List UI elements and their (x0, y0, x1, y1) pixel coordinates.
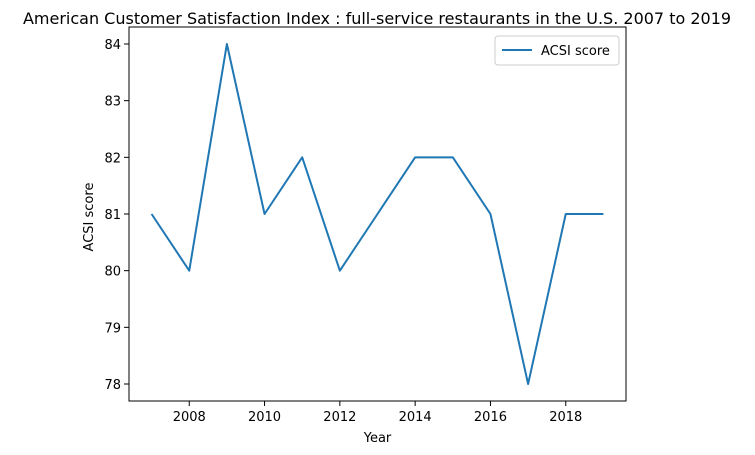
y-axis-label: ACSI score (82, 183, 97, 252)
y-tick-label: 79 (104, 321, 121, 336)
legend-box (494, 35, 620, 66)
data-points (151, 43, 604, 385)
x-axis-label: Year (363, 431, 392, 446)
y-tick-label: 78 (104, 378, 121, 393)
y-tick-label: 82 (104, 151, 121, 166)
y-tick-label: 80 (104, 265, 121, 280)
y-tick-label: 84 (104, 38, 121, 53)
x-axis: 2008 2010 2012 2014 2016 2018 (173, 401, 582, 425)
x-tick-label: 2018 (549, 410, 582, 425)
legend-label: ACSI score (541, 44, 610, 59)
x-tick-label: 2012 (323, 410, 356, 425)
x-tick-label: 2008 (173, 410, 206, 425)
x-tick-label: 2014 (399, 410, 432, 425)
chart-title: American Customer Satisfaction Index : f… (23, 9, 731, 28)
x-tick-label: 2016 (474, 410, 507, 425)
y-axis: 78 79 80 81 82 83 84 (104, 38, 129, 393)
y-tick-label: 83 (104, 95, 121, 110)
y-tick-label: 81 (104, 208, 121, 223)
legend: ACSI score (494, 35, 620, 66)
x-tick-label: 2010 (248, 410, 281, 425)
